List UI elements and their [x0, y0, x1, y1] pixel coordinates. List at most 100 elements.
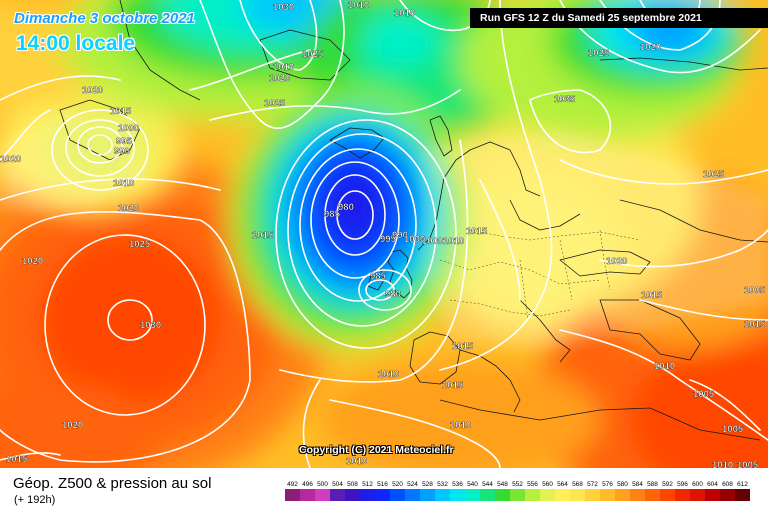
isobar-label: 995	[380, 234, 397, 245]
isobar-label: 1005	[737, 460, 759, 468]
isobar-label: 1015	[442, 380, 464, 391]
isobar-label: 1010	[346, 456, 367, 467]
isobar-label: 1020	[118, 203, 139, 214]
legend-tick-label: 524	[407, 481, 418, 488]
legend-swatch	[510, 489, 525, 501]
isobar-label: 1025	[302, 49, 324, 60]
legend-swatch	[435, 489, 450, 501]
isobar-label: 980	[338, 202, 354, 213]
legend-swatch	[405, 489, 420, 501]
legend-tick-label: 592	[662, 481, 673, 488]
legend-tick-label: 608	[722, 481, 733, 488]
isobar-label: 1015	[641, 290, 663, 301]
isobar-label: 1005	[744, 285, 766, 296]
legend-tick-label: 536	[452, 481, 463, 488]
legend-swatch	[390, 489, 405, 501]
legend-swatch	[585, 489, 600, 501]
isobar-label: 985	[324, 209, 341, 220]
isobar-label: 1010	[394, 8, 415, 19]
lead-time: (+ 192h)	[14, 494, 56, 506]
isobar-label: 995	[116, 136, 133, 147]
legend-swatch	[540, 489, 555, 501]
forecast-date: Dimanche 3 octobre 2021	[14, 10, 195, 27]
isobar-label: 1020	[0, 154, 21, 165]
legend-tick-label: 496	[302, 481, 313, 488]
isobar-label: 1020	[62, 420, 83, 431]
isobar-labels: 1020 1010 1010 1020 1025 1030 1010 1025 …	[0, 0, 766, 468]
legend-swatch	[660, 489, 675, 501]
legend-tick-label: 568	[572, 481, 583, 488]
legend-tick-label: 504	[332, 481, 343, 488]
isobar-label: 1020	[82, 85, 103, 96]
isobar-label: 1000	[118, 123, 139, 134]
legend-swatch	[690, 489, 705, 501]
isobar-label: 1000	[404, 234, 425, 245]
isobar-label: 990	[114, 146, 130, 157]
product-title: Géop. Z500 & pression au sol	[13, 475, 212, 492]
legend-swatch	[525, 489, 540, 501]
isobar-label: 1025	[703, 169, 725, 180]
legend-tick-label: 552	[512, 481, 523, 488]
legend-tick-label: 612	[737, 481, 748, 488]
isobar-label: 1025	[129, 239, 151, 250]
isobar-label: 1025	[264, 98, 286, 109]
legend-swatch	[615, 489, 630, 501]
legend-tick-label: 492	[287, 481, 298, 488]
legend-swatch	[630, 489, 645, 501]
color-legend: 492 496 500 504 508 512 516 520 524 528 532 536 540 5…	[285, 481, 750, 501]
legend-swatch	[315, 489, 330, 501]
legend-tick-label: 532	[437, 481, 448, 488]
legend-tick-label: 544	[482, 481, 493, 488]
legend-tick-label: 604	[707, 481, 718, 488]
legend-tick-label: 556	[527, 481, 538, 488]
isobar-label: 1020	[22, 256, 43, 267]
isobar-label: 1025	[588, 48, 610, 59]
legend-swatch	[480, 489, 495, 501]
legend-tick-label: 584	[632, 481, 643, 488]
legend-swatch	[330, 489, 345, 501]
isobar-label: 1035	[554, 94, 576, 105]
legend-swatch	[645, 489, 660, 501]
legend-tick-label: 500	[317, 481, 328, 488]
legend-swatch	[555, 489, 570, 501]
legend-tick-label: 540	[467, 481, 478, 488]
isobar-label: 1015	[252, 230, 274, 241]
legend-tick-label: 516	[377, 481, 388, 488]
legend-tick-label: 528	[422, 481, 433, 488]
isobar-label: 1010	[443, 236, 464, 247]
legend-tick-label: 564	[557, 481, 568, 488]
isobar-label: 1010	[113, 178, 134, 189]
isobar-label: 1005	[722, 424, 744, 435]
legend-swatch	[705, 489, 720, 501]
legend-tick-label: 588	[647, 481, 658, 488]
legend-swatch	[465, 489, 480, 501]
isobar-label: 1010	[654, 361, 675, 372]
isobar-label: 1020	[606, 256, 627, 267]
isobar-label: 1030	[273, 2, 294, 13]
isobar-label: 985	[370, 271, 387, 282]
weather-map: 1020 1010 1010 1020 1025 1030 1010 1025 …	[0, 0, 768, 468]
legend-swatch	[285, 489, 300, 501]
model-run-banner: Run GFS 12 Z du Samedi 25 septembre 2021	[470, 8, 768, 28]
legend-swatch	[600, 489, 615, 501]
legend-tick-label: 580	[617, 481, 628, 488]
land-shading	[0, 110, 768, 350]
isobar-label: 1015	[110, 106, 132, 117]
forecast-time: 14:00 locale	[16, 32, 136, 55]
isobar-label: 1015	[466, 226, 488, 237]
legend-swatch	[450, 489, 465, 501]
isobar-label: 1015	[6, 454, 28, 465]
legend-tick-label: 600	[692, 481, 703, 488]
legend-swatch	[720, 489, 735, 501]
isobar-label: 1010	[273, 62, 294, 73]
legend-swatch	[570, 489, 585, 501]
legend-swatch	[375, 489, 390, 501]
legend-swatch	[675, 489, 690, 501]
isobar-label: 1015	[452, 341, 474, 352]
copyright-notice: Copyright (C) 2021 Meteociel.fr	[299, 444, 454, 456]
isobar-label: 1005	[693, 389, 715, 400]
legend-tick-label: 512	[362, 481, 373, 488]
country-borders	[439, 229, 641, 321]
isobar-label: 1010	[348, 0, 369, 11]
